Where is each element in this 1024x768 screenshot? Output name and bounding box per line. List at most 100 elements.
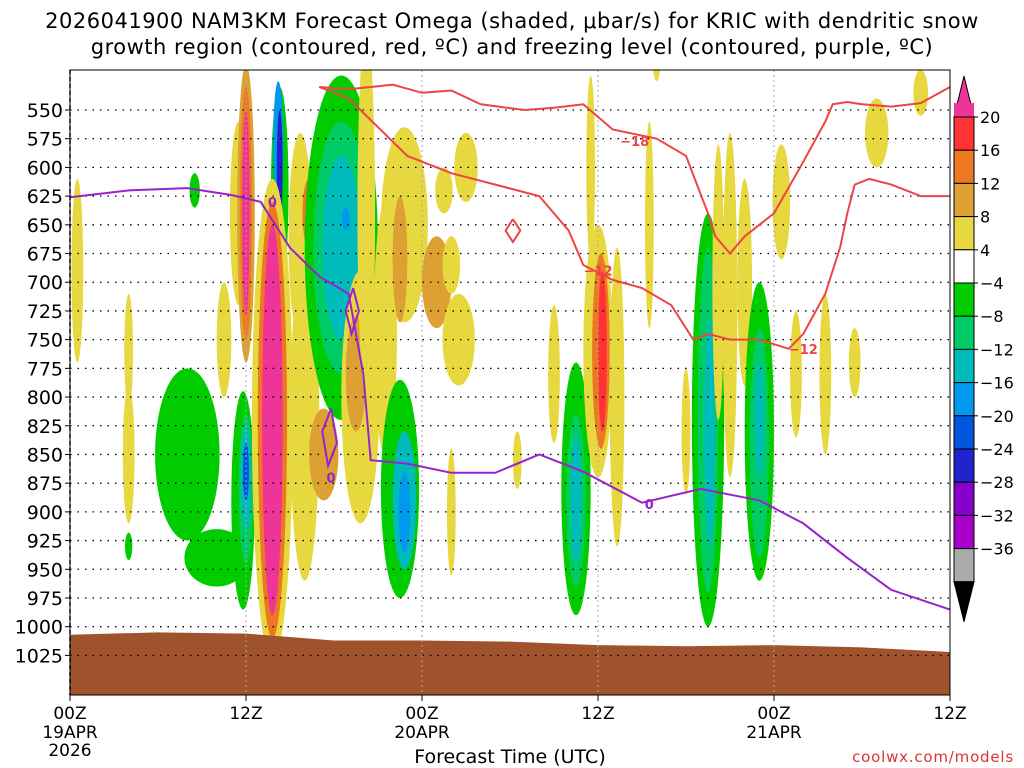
ground-fill	[70, 632, 950, 695]
dgz-contour	[504, 218, 522, 244]
omega-cell	[442, 293, 475, 386]
colorbar-bottom-arrow	[953, 581, 975, 622]
omega-cell	[681, 368, 691, 495]
y-tick-label: 700	[27, 272, 63, 294]
omega-cell	[609, 247, 625, 547]
dgz-contour-label: −18	[620, 135, 649, 150]
y-tick-label: 675	[27, 244, 63, 266]
dgz-contour	[318, 86, 950, 350]
colorbar-label: −8	[980, 307, 1004, 326]
colorbar-label: 8	[980, 208, 990, 227]
y-tick-label: 1025	[15, 645, 63, 667]
omega-cell	[398, 471, 411, 553]
y-tick-label: 925	[27, 531, 63, 553]
colorbar-segment	[953, 548, 975, 583]
colorbar-segment	[953, 382, 975, 417]
omega-cell	[913, 70, 928, 116]
omega-cell	[848, 328, 861, 398]
omega-cell	[442, 236, 461, 294]
omega-cell	[712, 144, 725, 421]
y-tick-label: 825	[27, 416, 63, 438]
colorbar: 20 16 12 8 4 −4 −8 −12 −16 −20 −24 −28 −32 −36	[953, 75, 1014, 622]
y-tick-label: 550	[27, 100, 63, 122]
ground-surface	[70, 632, 950, 695]
x-axis-label: Forecast Time (UTC)	[414, 746, 605, 768]
x-tick-label: 12Z	[933, 704, 966, 724]
colorbar-label: −32	[980, 506, 1014, 525]
dendritic-growth-contours	[318, 83, 950, 350]
x-date-label: 20APR	[394, 723, 450, 743]
omega-cell	[262, 224, 283, 616]
colorbar-label: −20	[980, 407, 1014, 426]
omega-cell	[189, 173, 200, 208]
omega-cell	[754, 362, 764, 478]
omega-cell	[864, 98, 889, 168]
colorbar-segment	[953, 481, 975, 516]
colorbar-label: −36	[980, 540, 1014, 559]
x-tick-label: 12Z	[581, 704, 614, 724]
colorbar-label: −4	[980, 274, 1004, 293]
freezing-level-line	[70, 187, 950, 611]
y-tick-label: 900	[27, 502, 63, 524]
omega-cell	[446, 448, 456, 576]
freezing-contour-label: 0	[327, 471, 336, 486]
omega-cell	[512, 431, 522, 489]
y-tick-label: 725	[27, 301, 63, 323]
omega-cell	[216, 282, 232, 398]
colorbar-segment	[953, 182, 975, 218]
contour-labels: −18 −12 −12 0 0 0	[268, 135, 818, 513]
omega-cell	[598, 270, 607, 432]
freezing-level-loop	[321, 408, 338, 470]
colorbar-label: −12	[980, 340, 1014, 359]
y-tick-label: 850	[27, 444, 63, 466]
colorbar-segment	[954, 103, 974, 117]
omega-cell	[122, 385, 135, 524]
omega-cell	[342, 207, 350, 231]
credit-text: coolwx.com/models	[852, 748, 1014, 766]
colorbar-label: 4	[980, 241, 990, 260]
colorbar-segment	[953, 348, 975, 384]
omega-cell	[819, 293, 832, 455]
colorbar-segment	[953, 415, 975, 450]
plot-frame	[69, 69, 951, 696]
freezing-contour-label: 0	[645, 498, 654, 513]
omega-cell	[71, 178, 84, 363]
y-tick-label: 750	[27, 330, 63, 352]
omega-cell	[722, 132, 738, 478]
omega-cell	[653, 70, 661, 82]
colorbar-label: −16	[980, 374, 1014, 393]
y-axis: 550 575 600 625 650 675 700 725 750 775 800 825 850 8…	[15, 100, 70, 667]
y-tick-label: 600	[27, 157, 63, 179]
omega-cell	[454, 132, 478, 202]
omega-cell	[704, 316, 715, 547]
y-tick-label: 575	[27, 129, 63, 151]
y-tick-label: 975	[27, 588, 63, 610]
chart-title-line2: growth region (contoured, red, ºC) and f…	[91, 35, 934, 59]
omega-cell	[125, 532, 133, 561]
colorbar-segment	[953, 282, 975, 317]
colorbar-segment	[953, 448, 975, 483]
omega-cell	[644, 121, 654, 329]
x-tick-label: 12Z	[229, 704, 262, 724]
omega-cell	[242, 110, 250, 317]
omega-cell	[357, 70, 376, 397]
colorbar-segment	[953, 216, 975, 251]
omega-cell	[548, 305, 560, 443]
omega-cell	[435, 167, 453, 214]
colorbar-segment	[953, 514, 975, 550]
colorbar-segment	[953, 315, 975, 350]
y-tick-label: 775	[27, 358, 63, 380]
omega-cell	[392, 196, 408, 323]
freezing-contour-label: 0	[268, 196, 277, 211]
y-tick-label: 800	[27, 387, 63, 409]
y-tick-label: 950	[27, 559, 63, 581]
y-tick-label: 875	[27, 473, 63, 495]
dgz-contour	[319, 83, 950, 256]
freezing-level-contour	[70, 187, 950, 611]
omega-cell	[790, 310, 802, 438]
colorbar-label: 20	[980, 108, 1000, 127]
colorbar-label: −28	[980, 473, 1014, 492]
x-tick-label: 00Z	[757, 704, 790, 724]
